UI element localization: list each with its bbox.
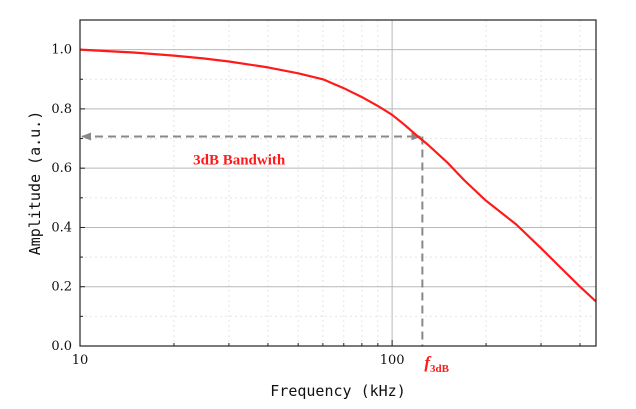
y-tick-label: 0.2	[51, 280, 72, 295]
plot-frame	[79, 19, 597, 347]
series-line-amplitude	[79, 48, 597, 303]
bandwidth-label: 3dB Bandwith	[193, 152, 286, 168]
grid	[79, 19, 596, 347]
f3db-label: f3dB	[424, 353, 449, 375]
y-tick-label: 1.0	[51, 43, 72, 58]
x-axis-ticks: 10 100	[72, 340, 581, 368]
y-axis-label: Amplitude (a.u.)	[26, 111, 44, 256]
y-axis-ticks: 0.0 0.2 0.4 0.6 0.8 1.0	[51, 19, 85, 354]
y-tick-label: 0.4	[51, 220, 72, 235]
x-axis-label: Frequency (kHz)	[270, 382, 405, 400]
x-tick-label: 10	[72, 353, 89, 368]
y-tick-label: 0.0	[51, 339, 72, 354]
y-tick-label: 0.6	[51, 161, 72, 176]
x-tick-label: 100	[380, 353, 405, 368]
y-tick-label: 0.8	[51, 102, 72, 117]
